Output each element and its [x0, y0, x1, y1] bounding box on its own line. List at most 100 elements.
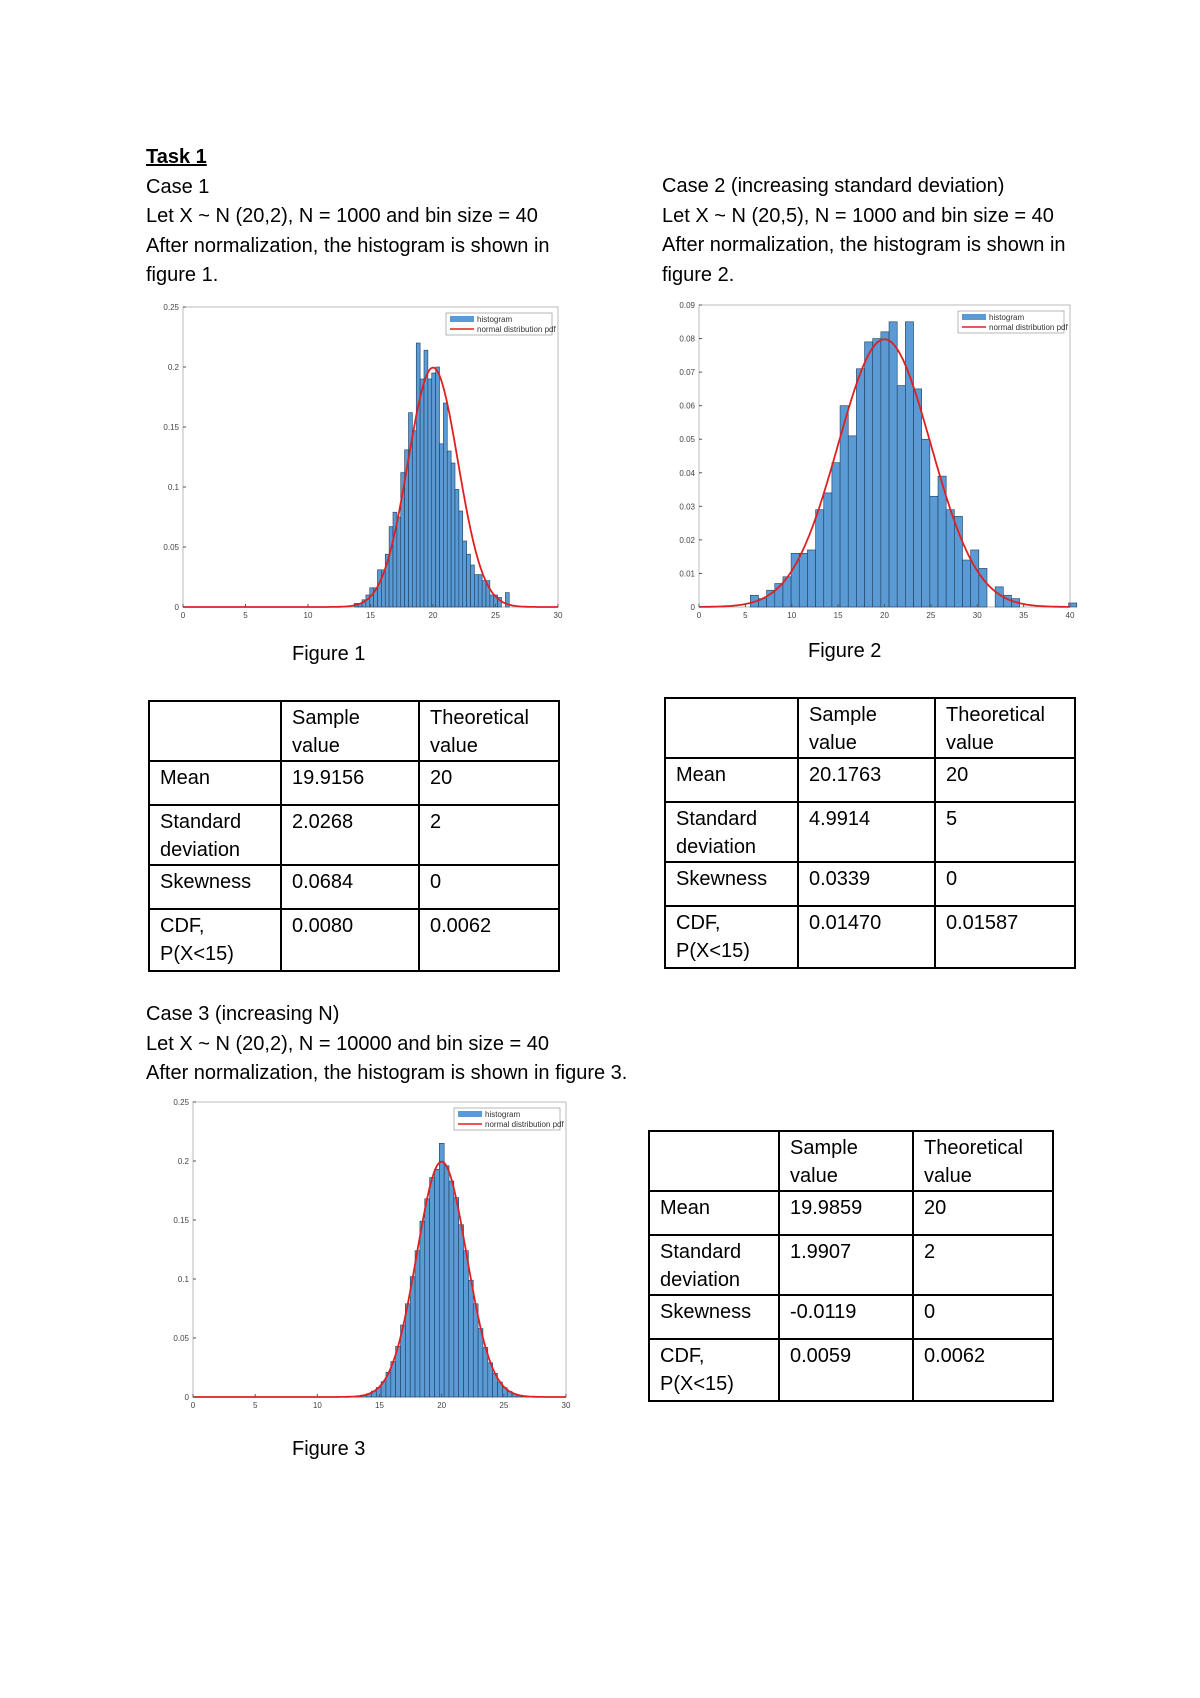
table-row: CDF, P(X<15) 0.0059 0.0062: [648, 1338, 1054, 1402]
case1-line: figure 1.: [146, 264, 219, 286]
histogram-bar: [466, 553, 471, 608]
histogram-bar: [945, 509, 955, 608]
table-row: Mean 19.9859 20: [648, 1190, 1054, 1236]
case2-stats-table: Sample value Theoretical value Mean 20.1763…: [664, 697, 1076, 969]
table-header-cell: Theoretical value: [418, 700, 560, 762]
table-header-row: Sample value Theoretical value: [648, 1130, 1054, 1192]
table-cell: 2: [912, 1234, 1054, 1296]
histogram-bar: [937, 475, 947, 608]
x-tick-label: 15: [366, 611, 375, 620]
table-cell: 19.9156: [280, 760, 420, 806]
case1-line: Let X ~ N (20,2), N = 1000 and bin size …: [146, 205, 538, 227]
x-tick-label: 30: [973, 611, 982, 620]
table-cell: 2: [418, 804, 560, 866]
y-tick-label: 0.05: [163, 543, 179, 552]
table-cell: 5: [934, 801, 1076, 863]
case3-line: After normalization, the histogram is sh…: [146, 1062, 628, 1084]
case1-line: Case 1: [146, 175, 210, 198]
case1-text: Task 1 Case 1 Let X ~ N (20,2), N = 1000…: [146, 143, 550, 291]
histogram-bar: [856, 368, 865, 608]
histogram-bar: [896, 385, 906, 608]
table-cell: Skewness: [148, 864, 282, 910]
table-header-cell: [648, 1130, 780, 1192]
legend-label: histogram: [989, 313, 1024, 322]
histogram-bar: [505, 592, 510, 608]
histogram-bar: [823, 492, 833, 608]
y-tick-label: 0.08: [679, 335, 695, 344]
table-cell: 0.0080: [280, 908, 420, 972]
table-cell: Mean: [148, 760, 282, 806]
x-tick-label: 10: [304, 611, 313, 620]
histogram-bar: [962, 559, 971, 608]
table-header-cell: [664, 697, 799, 759]
histogram-bar: [439, 1142, 445, 1398]
histogram-bar: [448, 1180, 455, 1398]
table-cell: Standard deviation: [664, 801, 799, 863]
histogram-bar: [446, 450, 452, 608]
case3-line: Case 3 (increasing N): [146, 1003, 340, 1025]
histogram-bar: [431, 372, 436, 608]
case2-text: Case 2 (increasing standard deviation) L…: [662, 172, 1066, 290]
table-header-cell: Sample value: [778, 1130, 914, 1192]
table-cell: Mean: [664, 757, 799, 803]
histogram-bar: [470, 564, 475, 608]
legend-histogram-swatch: [450, 316, 474, 322]
x-tick-label: 0: [697, 611, 702, 620]
table-cell: 20: [912, 1190, 1054, 1236]
y-tick-label: 0.03: [679, 502, 695, 511]
histogram-bar: [970, 549, 980, 608]
histogram-bar: [472, 1303, 479, 1398]
y-tick-label: 0.1: [168, 483, 180, 492]
histogram-bar: [454, 489, 460, 608]
plot-area: [182, 306, 559, 608]
figure-1-caption: Figure 1: [292, 643, 366, 665]
y-tick-label: 0.2: [168, 363, 180, 372]
table-cell: 0.0059: [778, 1338, 914, 1402]
y-tick-label: 0.25: [173, 1098, 189, 1107]
table-header-cell: Theoretical value: [912, 1130, 1054, 1192]
x-tick-label: 25: [926, 611, 935, 620]
legend-label: normal distribution pdf: [989, 323, 1068, 332]
table-cell: 0.01470: [797, 905, 936, 969]
legend-label: histogram: [485, 1110, 520, 1119]
x-tick-label: 25: [499, 1401, 508, 1410]
table-row: Standard deviation 4.9914 5: [664, 801, 1076, 863]
histogram-bar: [481, 580, 487, 608]
x-tick-label: 0: [191, 1401, 196, 1410]
histogram-bar: [888, 321, 898, 608]
table-row: Skewness 0.0684 0: [148, 864, 560, 910]
histogram-bar: [377, 569, 382, 608]
histogram-bar: [815, 509, 825, 608]
histogram-bar: [477, 1328, 484, 1398]
histogram-bar: [921, 438, 931, 608]
x-tick-label: 30: [562, 1401, 571, 1410]
y-tick-label: 0.15: [173, 1216, 189, 1225]
histogram-bar: [414, 1250, 421, 1398]
x-tick-label: 5: [243, 611, 248, 620]
table-cell: 0.0684: [280, 864, 420, 910]
x-tick-label: 10: [313, 1401, 322, 1410]
histogram-bar: [409, 1276, 416, 1398]
table-row: Standard deviation 2.0268 2: [148, 804, 560, 866]
table-cell: 0: [934, 861, 1076, 907]
histogram-bar: [847, 435, 857, 608]
figure-1-histogram: 0 5 10 15 20 25 30 0 0.05 0.1 0.15 0.2 0.25 histogram…: [163, 303, 563, 620]
histogram-bar: [872, 338, 882, 608]
table-cell: CDF, P(X<15): [664, 905, 799, 969]
histogram-bar: [427, 378, 433, 608]
histogram-bar: [489, 594, 495, 608]
histogram-bar: [443, 402, 448, 608]
x-tick-label: 20: [880, 611, 889, 620]
x-tick-label: 30: [554, 611, 563, 620]
y-tick-label: 0.05: [173, 1334, 189, 1343]
plot-area: [192, 1101, 567, 1398]
histogram-bar: [978, 568, 988, 608]
x-tick-label: 40: [1066, 611, 1075, 620]
histogram-bar: [831, 462, 841, 608]
histogram-bar: [453, 1197, 460, 1398]
table-header-row: Sample value Theoretical value: [148, 700, 560, 762]
table-cell: 0.0062: [912, 1338, 1054, 1402]
case2-line: After normalization, the histogram is sh…: [662, 234, 1066, 256]
histogram-bar: [880, 331, 890, 608]
histogram-bar: [807, 549, 816, 608]
